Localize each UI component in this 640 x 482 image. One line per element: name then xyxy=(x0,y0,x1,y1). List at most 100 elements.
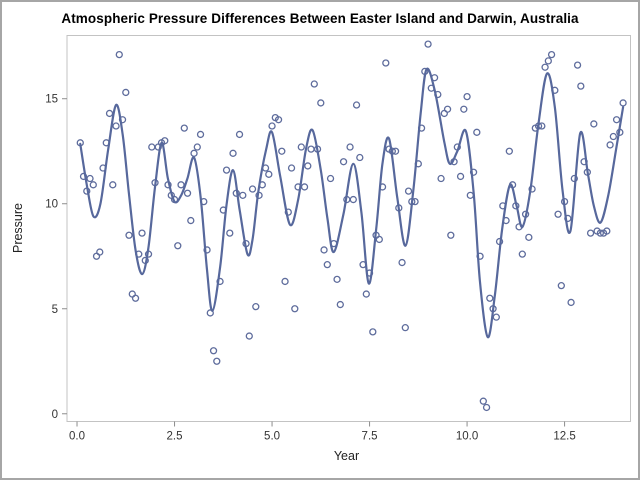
scatter-point xyxy=(248,185,257,193)
scatter-point xyxy=(333,275,341,284)
scatter-point xyxy=(460,105,468,113)
scatter-point xyxy=(336,300,344,309)
x-tick-label: 0.0 xyxy=(69,431,85,443)
scatter-point xyxy=(391,147,400,155)
scatter-point xyxy=(486,294,494,302)
scatter-point xyxy=(326,174,335,183)
scatter-point xyxy=(138,229,146,237)
scatter-point xyxy=(281,277,289,286)
scatter-point xyxy=(382,59,390,67)
scatter-point xyxy=(274,116,283,124)
scatter-point xyxy=(268,122,276,130)
scatter-point xyxy=(229,149,237,157)
scatter-point xyxy=(437,174,445,183)
scatter-point xyxy=(109,181,117,189)
scatter-point xyxy=(619,99,627,107)
scatter-point xyxy=(304,162,312,170)
chart-title: Atmospheric Pressure Differences Between… xyxy=(61,11,579,26)
scatter-point xyxy=(375,235,383,244)
scatter-point xyxy=(174,242,182,250)
scatter-point xyxy=(547,50,556,59)
scatter-point xyxy=(183,189,192,197)
scatter-point xyxy=(96,248,104,256)
smooth-line xyxy=(79,67,625,339)
scatter-point xyxy=(131,294,140,302)
scatter-point xyxy=(557,281,565,290)
y-axis-label: Pressure xyxy=(11,202,25,254)
scatter-point xyxy=(235,130,244,139)
scatter-point xyxy=(222,166,231,174)
scatter-point xyxy=(177,181,185,189)
y-tick-label: 5 xyxy=(52,304,58,316)
scatter-point xyxy=(323,260,331,269)
x-tick-label: 7.5 xyxy=(362,431,378,443)
scatter-point xyxy=(216,277,224,286)
scatter-point xyxy=(482,403,491,412)
scatter-point xyxy=(206,309,214,317)
y-tick-label: 0 xyxy=(52,409,58,421)
x-axis-label: Year xyxy=(333,449,360,463)
scatter-point xyxy=(265,170,273,178)
scatter-point xyxy=(573,61,582,69)
scatter-point xyxy=(352,101,361,109)
scatter-point xyxy=(239,191,247,199)
scatter-point xyxy=(525,233,533,241)
scatter-point xyxy=(291,305,299,313)
scatter-point xyxy=(447,231,455,239)
scatter-point xyxy=(79,172,88,181)
scatter-point xyxy=(187,216,195,225)
scatter-point xyxy=(300,183,309,191)
scatter-point xyxy=(122,88,130,97)
scatter-point xyxy=(203,246,211,254)
scatter-point xyxy=(541,63,549,71)
scatter-point xyxy=(590,120,598,128)
scatter-point xyxy=(398,258,406,267)
scatter-point xyxy=(612,116,621,124)
scatter-point xyxy=(297,143,305,151)
scatter-point xyxy=(362,290,370,298)
scatter-point xyxy=(89,181,97,189)
scatter-point xyxy=(443,105,452,113)
scatter-point xyxy=(213,357,221,365)
x-tick-label: 12.5 xyxy=(553,431,575,443)
scatter-point xyxy=(463,92,471,101)
scatter-point xyxy=(161,137,169,145)
x-tick-label: 10.0 xyxy=(456,431,478,443)
scatter-point xyxy=(424,40,432,48)
scatter-point xyxy=(346,143,354,151)
scatter-point xyxy=(209,347,218,355)
scatter-point xyxy=(252,302,260,311)
scatter-point xyxy=(479,397,487,405)
y-tick-label: 15 xyxy=(45,94,58,106)
scatter-point xyxy=(473,128,481,136)
scatter-point xyxy=(567,298,575,307)
scatter-point xyxy=(401,324,409,332)
plot-frame xyxy=(66,35,631,422)
scatter-point xyxy=(339,158,348,166)
scatter-point xyxy=(115,50,123,59)
scatter-point xyxy=(505,147,513,155)
scatter-point xyxy=(609,132,617,141)
scatter-point xyxy=(317,99,325,107)
scatter-point xyxy=(404,187,413,195)
scatter-point xyxy=(554,210,562,218)
x-tick-label: 5.0 xyxy=(264,431,280,443)
scatter-point xyxy=(356,153,364,162)
scatter-point xyxy=(112,122,120,130)
scatter-point xyxy=(492,313,500,321)
scatter-point xyxy=(320,246,328,254)
scatter-point xyxy=(245,332,253,340)
scatter-point xyxy=(196,130,205,139)
scatter-point xyxy=(596,229,604,237)
scatter-point xyxy=(606,141,614,149)
scatter-point xyxy=(86,174,94,183)
scatter-point xyxy=(310,80,318,88)
scatter-point xyxy=(193,143,201,151)
scatter-point xyxy=(577,82,585,90)
scatter-point xyxy=(105,109,114,118)
scatter-point xyxy=(278,147,286,155)
scatter-point xyxy=(603,227,611,235)
scatter-point xyxy=(125,231,133,239)
